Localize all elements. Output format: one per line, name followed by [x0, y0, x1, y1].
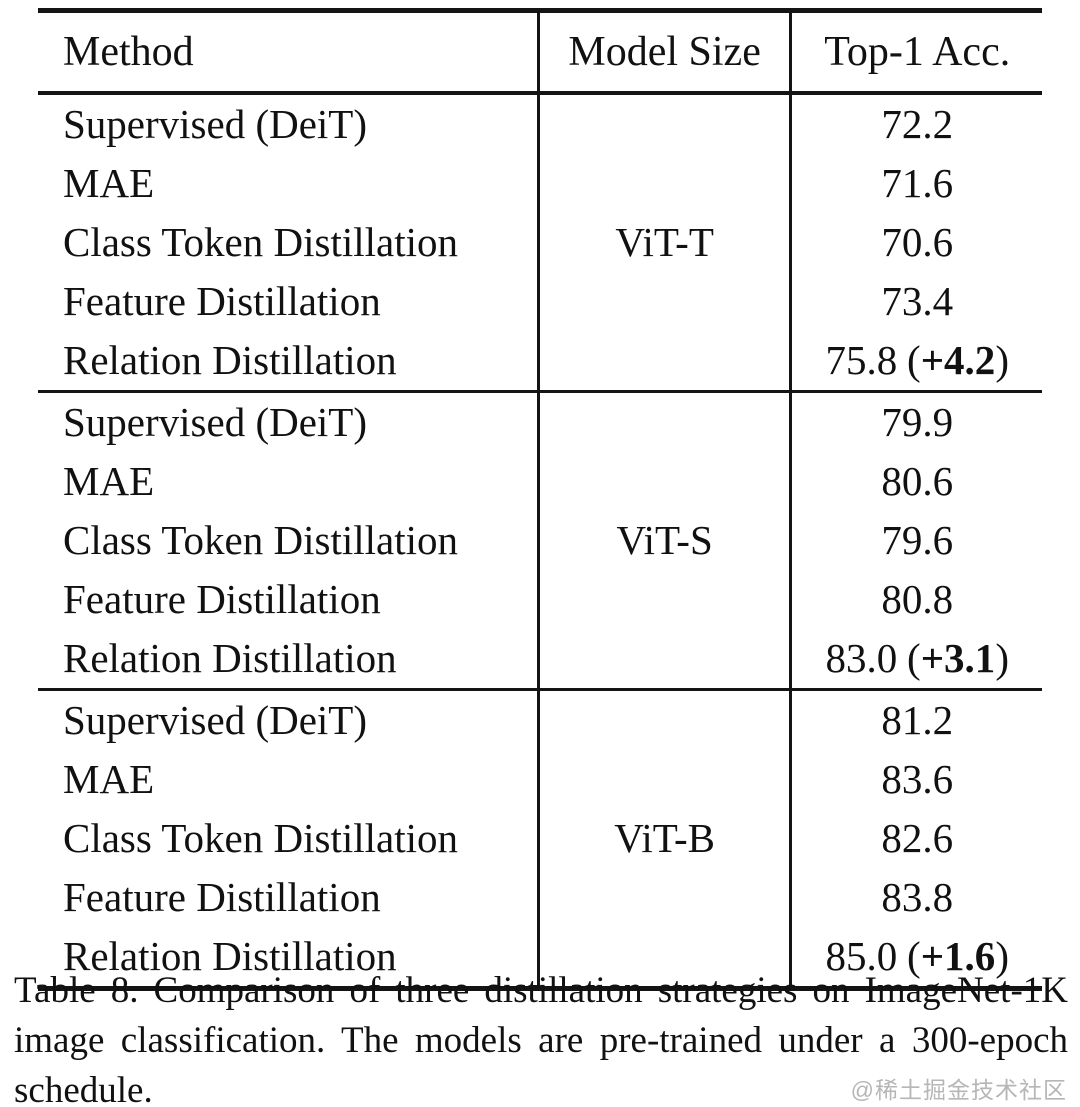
table-row: Supervised (DeiT) ViT-S 79.9	[38, 391, 1042, 690]
acc-cell: 79.9	[881, 399, 954, 445]
model-size-cell: ViT-T	[536, 93, 793, 392]
method-cell: MAE	[63, 756, 155, 802]
gain-value: +4.2	[920, 337, 996, 383]
method-cell: Relation Distillation	[63, 635, 397, 681]
acc-cell: 83.8	[881, 874, 954, 920]
results-table: Method Model Size Top-1 Acc. Supervised …	[38, 8, 1042, 991]
method-cell: Feature Distillation	[63, 278, 381, 324]
acc-cell: 80.8	[881, 576, 954, 622]
table-row: MAE 80.6	[38, 452, 1042, 511]
table-row: MAE 83.6	[38, 750, 1042, 809]
close-paren: )	[995, 933, 1009, 979]
table-row: Class Token Distillation 82.6	[38, 809, 1042, 868]
acc-cell: 82.6	[881, 815, 954, 861]
table-row: Supervised (DeiT) ViT-B 81.2	[38, 689, 1042, 989]
method-cell: Relation Distillation	[63, 337, 397, 383]
method-cell: MAE	[63, 458, 155, 504]
table-row: Relation Distillation 75.8 (+4.2)	[38, 331, 1042, 392]
acc-cell: 70.6	[881, 219, 954, 265]
gain-annotation: (+1.6)	[907, 933, 1009, 979]
acc-cell: 85.0 (+1.6)	[791, 927, 1042, 989]
gain-value: +3.1	[920, 635, 996, 681]
table-row: Feature Distillation 83.8	[38, 868, 1042, 927]
acc-cell: 83.6	[881, 756, 954, 802]
close-paren: )	[995, 635, 1009, 681]
table-row: Feature Distillation 73.4	[38, 272, 1042, 331]
group-vit-t: Supervised (DeiT) ViT-T 72.2 MAE 71.6 Cl…	[38, 93, 1042, 392]
gain-annotation: (+4.2)	[907, 337, 1009, 383]
gain-value: +1.6	[920, 933, 996, 979]
acc-cell: 81.2	[881, 697, 954, 743]
method-cell: Supervised (DeiT)	[63, 697, 367, 743]
acc-cell: 71.6	[881, 160, 954, 206]
table-row: Class Token Distillation 79.6	[38, 511, 1042, 570]
method-cell: Class Token Distillation	[63, 815, 458, 861]
table-row: Relation Distillation 83.0 (+3.1)	[38, 629, 1042, 690]
acc-value: 83.0	[825, 635, 898, 681]
method-cell: Class Token Distillation	[63, 517, 458, 563]
table-caption: Table 8. Comparison of three distillatio…	[14, 966, 1068, 1107]
caption-line: Table 8. Comparison of three distillatio…	[14, 970, 1068, 1011]
method-cell: Supervised (DeiT)	[63, 399, 367, 445]
acc-cell: 83.0 (+3.1)	[791, 629, 1042, 690]
method-cell: Feature Distillation	[63, 874, 381, 920]
table-row: Relation Distillation 85.0 (+1.6)	[38, 927, 1042, 989]
table-row: Supervised (DeiT) ViT-T 72.2	[38, 93, 1042, 392]
acc-cell: 72.2	[881, 101, 954, 147]
model-size-cell: ViT-B	[536, 689, 793, 989]
method-cell: Relation Distillation	[63, 933, 397, 979]
close-paren: )	[995, 337, 1009, 383]
acc-cell: 79.6	[881, 517, 954, 563]
results-table-container: Method Model Size Top-1 Acc. Supervised …	[38, 8, 1042, 991]
watermark-text: @稀土掘金技术社区	[850, 1077, 1067, 1103]
method-cell: MAE	[63, 160, 155, 206]
acc-cell: 80.6	[881, 458, 954, 504]
table-row: Class Token Distillation 70.6	[38, 213, 1042, 272]
acc-value: 75.8	[825, 337, 898, 383]
table-row: MAE 71.6	[38, 154, 1042, 213]
header-row: Method Model Size Top-1 Acc.	[38, 10, 1042, 93]
open-paren: (	[907, 337, 921, 383]
acc-cell: 73.4	[881, 278, 954, 324]
table-header: Method Model Size Top-1 Acc.	[38, 10, 1042, 93]
open-paren: (	[907, 933, 921, 979]
caption-line: image classification. The models are pre…	[14, 1020, 1068, 1061]
header-top1-acc: Top-1 Acc.	[824, 29, 1011, 75]
open-paren: (	[907, 635, 921, 681]
header-model-size: Model Size	[536, 10, 793, 93]
caption-line: schedule.	[14, 1070, 153, 1107]
acc-cell: 75.8 (+4.2)	[791, 331, 1042, 392]
gain-annotation: (+3.1)	[907, 635, 1009, 681]
method-cell: Class Token Distillation	[63, 219, 458, 265]
method-cell: Supervised (DeiT)	[63, 101, 367, 147]
method-cell: Feature Distillation	[63, 576, 381, 622]
acc-value: 85.0	[825, 933, 898, 979]
header-method: Method	[63, 29, 194, 75]
group-vit-b: Supervised (DeiT) ViT-B 81.2 MAE 83.6 Cl…	[38, 689, 1042, 989]
group-vit-s: Supervised (DeiT) ViT-S 79.9 MAE 80.6 Cl…	[38, 391, 1042, 690]
model-size-cell: ViT-S	[536, 391, 793, 690]
table-row: Feature Distillation 80.8	[38, 570, 1042, 629]
